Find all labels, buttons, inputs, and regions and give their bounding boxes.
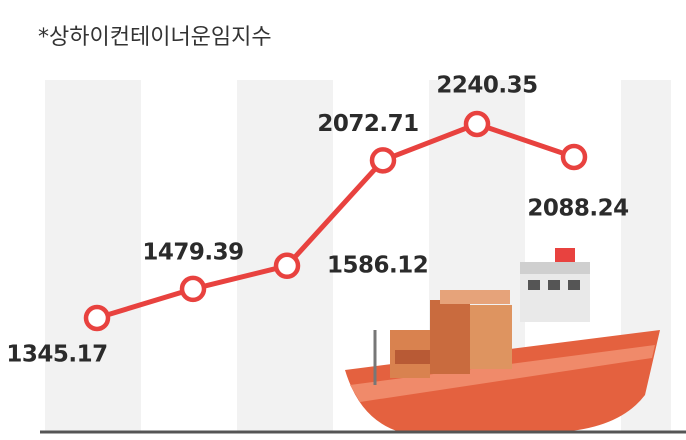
chart-title: *상하이컨테이너운임지수 — [38, 25, 272, 50]
value-label: 2072.71 — [317, 111, 418, 137]
data-point — [179, 275, 207, 303]
value-label: 1479.39 — [142, 239, 243, 265]
value-label: 2088.24 — [527, 195, 628, 221]
data-point — [83, 304, 111, 332]
ship-illustration — [345, 248, 660, 432]
value-label: 1345.17 — [6, 342, 107, 368]
data-point — [369, 147, 397, 174]
value-label: 1586.12 — [327, 252, 428, 278]
data-point — [463, 110, 491, 138]
value-label: 2240.35 — [436, 73, 537, 99]
series-line — [96, 121, 575, 321]
data-point — [273, 252, 301, 280]
data-point — [560, 143, 588, 171]
